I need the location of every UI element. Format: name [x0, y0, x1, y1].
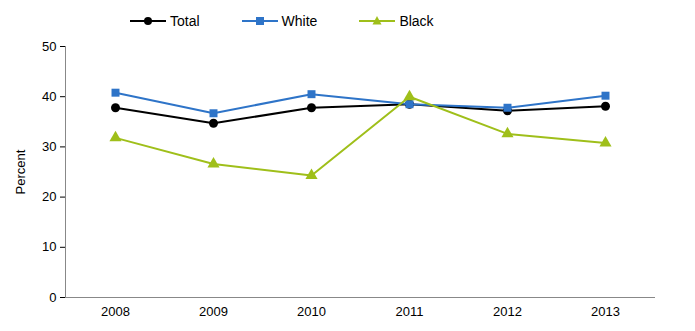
svg-text:10: 10	[42, 239, 56, 254]
html-text:Black: Black	[399, 13, 434, 29]
svg-text:2010: 2010	[297, 304, 326, 319]
html-text:Total: Total	[170, 13, 200, 29]
svg-text:2008: 2008	[101, 304, 130, 319]
svg-text:0: 0	[49, 290, 56, 305]
svg-text:Percent: Percent	[13, 149, 28, 194]
svg-text:30: 30	[42, 139, 56, 154]
html-text:White: White	[281, 13, 318, 29]
svg-text:20: 20	[42, 189, 56, 204]
svg-text:2011: 2011	[396, 304, 424, 319]
svg-text:40: 40	[42, 89, 56, 104]
svg-text:50: 50	[42, 39, 56, 54]
svg-text:2013: 2013	[591, 304, 620, 319]
svg-text:2012: 2012	[493, 304, 522, 319]
svg-text:2009: 2009	[199, 304, 228, 319]
